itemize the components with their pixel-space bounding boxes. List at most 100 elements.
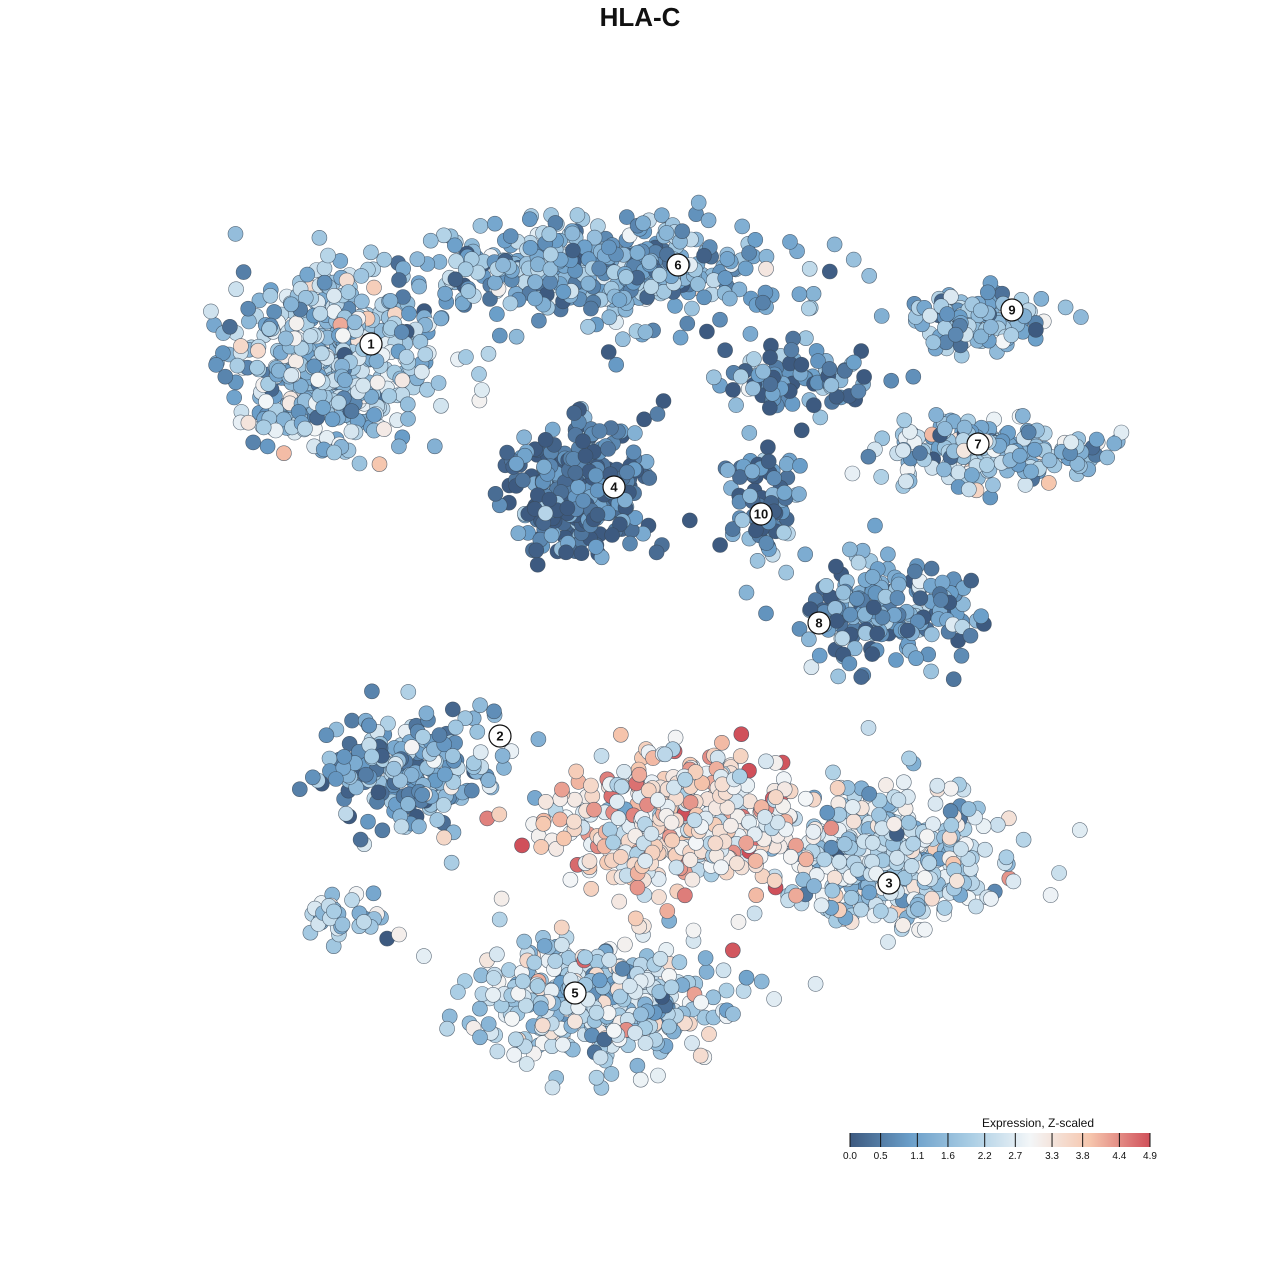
cell-point [508,455,525,472]
cell-point [742,326,759,342]
cell-point [849,861,866,878]
cell-point [861,267,878,284]
cell-point [784,396,801,412]
cell-point [912,445,928,461]
cell-point [235,264,252,280]
cell-point [603,1066,620,1082]
cell-point [447,271,464,288]
cell-point [570,479,586,495]
legend-tick-label: 2.7 [1008,1151,1022,1162]
cell-point [831,853,848,870]
cell-point [533,839,550,855]
cell-point [629,244,646,261]
cell-point [906,563,923,580]
cell-point [586,229,603,246]
cell-point [586,801,602,818]
cell-point [326,444,343,461]
cell-point [834,630,851,647]
cell-point [627,910,644,927]
cell-point [672,329,689,346]
cell-point [609,793,625,810]
cell-point [733,368,749,385]
cell-point [923,560,940,577]
cell-point [457,973,473,989]
cell-point [485,970,502,986]
cell-point [888,652,904,668]
cell-point [516,429,532,446]
cell-point [873,469,890,485]
cell-point [652,950,669,967]
cell-point [829,780,846,796]
cell-point [908,650,924,667]
cell-point [353,293,370,310]
cell-point [791,621,808,637]
cell-point [801,260,818,277]
cell-point [803,659,820,676]
cell-point [1073,309,1089,325]
cell-point [755,294,771,311]
cell-point [973,328,989,345]
cell-point [431,727,448,743]
cell-point [878,777,894,793]
cell-point [489,306,505,322]
cell-point [472,744,489,761]
cell-point [504,1010,520,1027]
cell-point [730,914,747,930]
cell-point [591,260,608,277]
cell-point [575,492,592,509]
cell-point [1011,447,1028,464]
cell-point [444,701,461,718]
cell-point [899,622,916,639]
cell-point [766,872,783,889]
cell-point [749,552,766,569]
cell-point [805,397,822,414]
cell-point [316,274,333,291]
cell-point [712,537,728,553]
cell-point [318,727,335,744]
cell-point [400,411,416,427]
cell-point [845,251,862,268]
legend-tick-label: 4.9 [1143,1151,1157,1162]
cell-point [705,369,722,386]
cell-point [276,445,292,462]
cell-point [310,371,326,388]
cell-point [259,438,276,455]
cell-point [529,978,546,994]
cell-point [641,254,658,270]
cell-point [883,372,900,389]
cell-point [569,207,586,223]
cell-point [353,268,370,284]
cell-point [326,287,342,304]
cell-point [334,916,351,933]
cell-point [782,848,799,865]
cell-point [400,796,416,812]
cell-point [756,809,773,825]
cell-point [767,789,784,806]
cell-point [617,936,633,953]
cell-point [536,938,553,954]
cell-point [728,397,744,413]
cell-point [806,878,822,894]
cell-point [534,1017,551,1034]
cell-point [330,394,347,411]
cell-point [775,524,792,541]
cell-point [566,813,582,830]
cluster-label-text: 9 [1008,303,1015,318]
cell-point [936,900,953,916]
cell-point [299,266,316,283]
cluster-label-4: 4 [602,475,626,499]
cluster-label-text: 2 [496,729,503,744]
cell-point [480,772,497,789]
cell-point [1023,463,1039,480]
cell-point [889,590,906,606]
cell-point [589,506,606,523]
cell-point [864,646,881,662]
cell-point [850,383,867,400]
cell-point [641,470,658,486]
cell-point [619,464,635,481]
cell-point [762,349,778,366]
cell-point [631,766,648,783]
cell-point [430,375,447,391]
cell-point [900,814,917,831]
cluster-label-text: 6 [674,258,681,273]
